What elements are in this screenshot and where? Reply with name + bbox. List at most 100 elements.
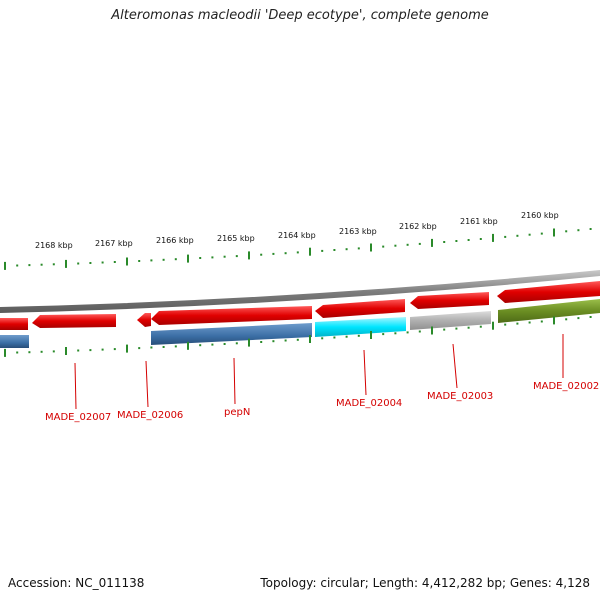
lower-scale-major-tick: [370, 331, 372, 339]
upper-scale-minor-tick: [272, 252, 275, 255]
gene-label-made-02006[interactable]: MADE_02006: [117, 410, 183, 421]
lower-scale-minor-tick: [199, 344, 202, 347]
gene-label-made-02007[interactable]: MADE_02007: [45, 412, 111, 423]
lower-scale-minor-tick: [235, 342, 238, 345]
upper-scale-minor-tick: [455, 240, 458, 242]
lower-scale-minor-tick: [40, 350, 43, 353]
gene-arrow-made-02004[interactable]: [315, 299, 405, 318]
lower-scale-minor-tick: [394, 332, 397, 335]
upper-scale-minor-tick: [89, 262, 92, 264]
scale-label-2163: 2163 kbp: [339, 227, 377, 236]
lower-scale-major-tick: [492, 321, 494, 330]
genome-backbone: [0, 270, 600, 313]
lower-scale-minor-tick: [467, 326, 470, 329]
leader-made-02004: [363, 349, 367, 396]
upper-scale-minor-tick: [211, 256, 214, 259]
upper-scale-minor-tick: [199, 257, 202, 259]
upper-scale-minor-tick: [223, 255, 226, 258]
upper-scale-major-tick: [248, 251, 250, 260]
upper-scale-minor-tick: [528, 233, 531, 236]
upper-scale-minor-tick: [40, 263, 43, 266]
lower-scale-minor-tick: [577, 317, 580, 320]
leader-made-02006: [145, 360, 149, 408]
gene-arrow-made-02002[interactable]: [497, 281, 600, 303]
upper-scale-minor-tick: [443, 241, 446, 243]
gene-arrow-made-02006[interactable]: [137, 313, 151, 327]
gene-label-leaders: [74, 334, 564, 410]
upper-scale-minor-tick: [467, 239, 470, 241]
upper-scale-minor-tick: [382, 245, 385, 248]
gene-arrow-made-02007-partial[interactable]: [0, 318, 28, 330]
scale-label-2162: 2162 kbp: [399, 222, 437, 231]
lower-scale-ticks: [4, 316, 592, 357]
gene-bar-blue-left[interactable]: [0, 335, 29, 348]
gene-arrow-made-02003[interactable]: [410, 292, 489, 309]
lower-scale-major-tick: [65, 347, 67, 355]
upper-scale-minor-tick: [260, 253, 263, 256]
gene-label-made-02004[interactable]: MADE_02004: [336, 398, 402, 409]
scale-label-2164: 2164 kbp: [278, 231, 316, 240]
lower-scale-minor-tick: [260, 341, 263, 343]
upper-scale-major-tick: [553, 228, 555, 237]
upper-scale-minor-tick: [565, 230, 568, 233]
lower-scale-minor-tick: [357, 334, 360, 337]
gene-label-made-02002[interactable]: MADE_02002: [533, 381, 599, 392]
forward-strand-genes: [0, 299, 600, 348]
upper-scale-minor-tick: [540, 232, 543, 235]
gene-label-made-02003[interactable]: MADE_02003: [427, 391, 493, 402]
leader-made-02007: [74, 362, 77, 410]
lower-scale-minor-tick: [101, 348, 104, 351]
scale-label-2166: 2166 kbp: [156, 236, 194, 245]
lower-scale-minor-tick: [455, 327, 458, 330]
upper-scale-minor-tick: [284, 252, 287, 255]
lower-scale-minor-tick: [89, 349, 92, 352]
upper-scale-minor-tick: [406, 243, 409, 246]
lower-scale-minor-tick: [333, 336, 336, 339]
gene-bar-blue[interactable]: [151, 323, 312, 345]
lower-scale-minor-tick: [296, 338, 299, 341]
lower-scale-minor-tick: [443, 328, 446, 331]
upper-scale-minor-tick: [16, 264, 19, 267]
lower-scale-minor-tick: [272, 340, 275, 343]
gene-bar-olive[interactable]: [498, 299, 600, 323]
lower-scale-minor-tick: [321, 337, 324, 340]
upper-scale-minor-tick: [345, 248, 348, 251]
upper-scale-major-tick: [187, 254, 189, 263]
lower-scale-minor-tick: [504, 323, 507, 326]
lower-scale-minor-tick: [113, 348, 116, 351]
upper-scale-minor-tick: [150, 259, 153, 262]
lower-scale-minor-tick: [138, 347, 141, 350]
upper-scale-minor-tick: [394, 244, 397, 247]
upper-scale-minor-tick: [479, 238, 482, 240]
lower-scale-minor-tick: [211, 343, 214, 346]
lower-scale-minor-tick: [540, 320, 543, 323]
gene-bar-cyan[interactable]: [315, 317, 406, 337]
upper-scale-minor-tick: [52, 263, 55, 266]
gene-label-pepn[interactable]: pepN: [224, 407, 250, 418]
upper-scale-minor-tick: [28, 264, 31, 267]
scale-label-2168: 2168 kbp: [35, 241, 73, 250]
upper-scale-major-tick: [126, 257, 128, 266]
lower-scale-minor-tick: [565, 318, 568, 321]
lower-scale-major-tick: [187, 341, 189, 350]
upper-scale-minor-tick: [101, 261, 104, 264]
upper-scale-minor-tick: [321, 249, 324, 252]
gene-arrow-pepn[interactable]: [151, 306, 312, 325]
gene-bar-grey[interactable]: [410, 311, 491, 330]
leader-pepn: [233, 357, 236, 405]
lower-scale-major-tick: [431, 326, 433, 335]
scale-label-2165: 2165 kbp: [217, 234, 255, 243]
gene-arrow-made-02007[interactable]: [32, 314, 116, 328]
upper-scale-major-tick: [431, 238, 433, 247]
upper-scale-minor-tick: [418, 242, 421, 245]
upper-scale-minor-tick: [77, 262, 80, 265]
lower-scale-minor-tick: [77, 349, 80, 352]
upper-scale-minor-tick: [174, 258, 177, 261]
lower-scale-minor-tick: [589, 316, 592, 318]
genome-title: Alteromonas macleodii 'Deep ecotype', co…: [111, 8, 489, 23]
lower-scale-major-tick: [126, 344, 128, 353]
leader-made-02003: [452, 343, 458, 389]
upper-scale-minor-tick: [504, 235, 507, 238]
lower-scale-minor-tick: [174, 345, 177, 348]
